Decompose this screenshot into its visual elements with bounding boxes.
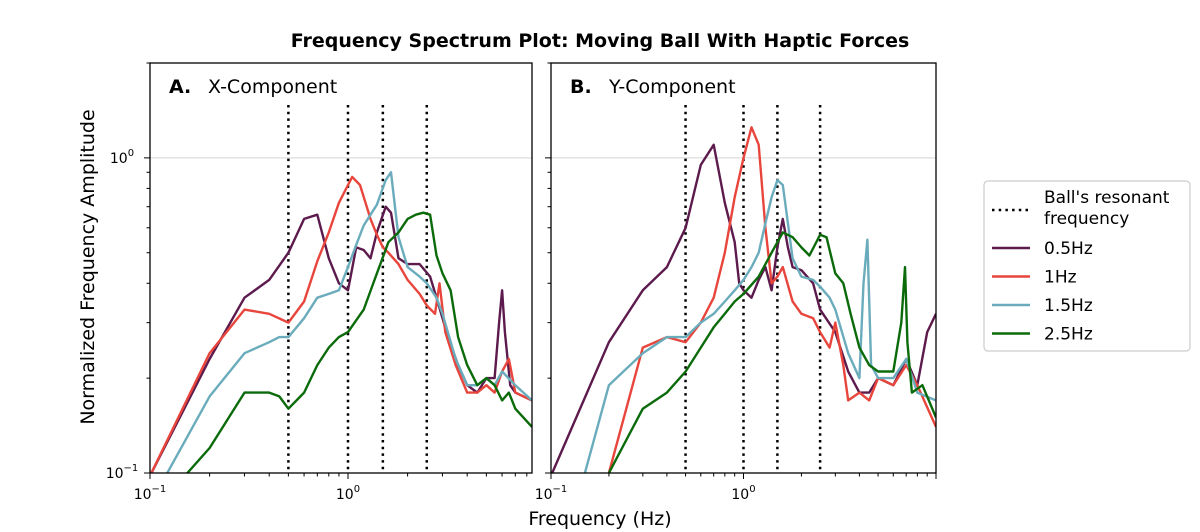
x-axis-label: Frequency (Hz) [528, 508, 671, 530]
panel-x-component: 10−1 100 10−1 100 A. X-Component [106, 62, 533, 503]
legend-label: 1.5Hz [1044, 296, 1093, 316]
x-tick-label: 100 [731, 484, 755, 503]
y-tick-label: 100 [110, 148, 134, 167]
series-line-1hz [150, 175, 532, 473]
legend-label: Ball's resonant frequency [1044, 188, 1170, 229]
series-line-1hz [607, 126, 936, 473]
legend-label: 0.5Hz [1044, 239, 1093, 259]
panel-letter: B. [570, 76, 592, 98]
legend-label: 1Hz [1044, 268, 1077, 288]
series-line-2-5hz [607, 231, 936, 473]
series-line-1-5hz [583, 178, 936, 473]
series-line-2-5hz [185, 211, 532, 473]
y-tick-label: 10−1 [106, 463, 139, 482]
panel-letter: A. [169, 76, 191, 98]
legend: Ball's resonant frequency 0.5Hz 1Hz 1.5Hz 2.5… [983, 180, 1191, 352]
legend-label: 2.5Hz [1044, 325, 1093, 345]
panels: 10−1 100 10−1 100 A. X-Component 10−1 100 B. Y-Co… [106, 62, 937, 503]
x-tick-label: 100 [336, 484, 360, 503]
axes-frame [149, 62, 533, 474]
chart-title: Frequency Spectrum Plot: Moving Ball Wit… [291, 30, 910, 52]
panel-y-component: 10−1 100 B. Y-Component [535, 62, 937, 503]
panel-title: Y-Component [608, 76, 736, 98]
y-axis-label: Normalized Frequency Amplitude [77, 109, 99, 424]
series-line-0-5hz [150, 205, 532, 473]
legend-box [983, 180, 1191, 352]
x-tick-label: 10−1 [535, 484, 568, 503]
panel-title: X-Component [208, 76, 337, 98]
x-tick-label: 10−1 [134, 484, 167, 503]
